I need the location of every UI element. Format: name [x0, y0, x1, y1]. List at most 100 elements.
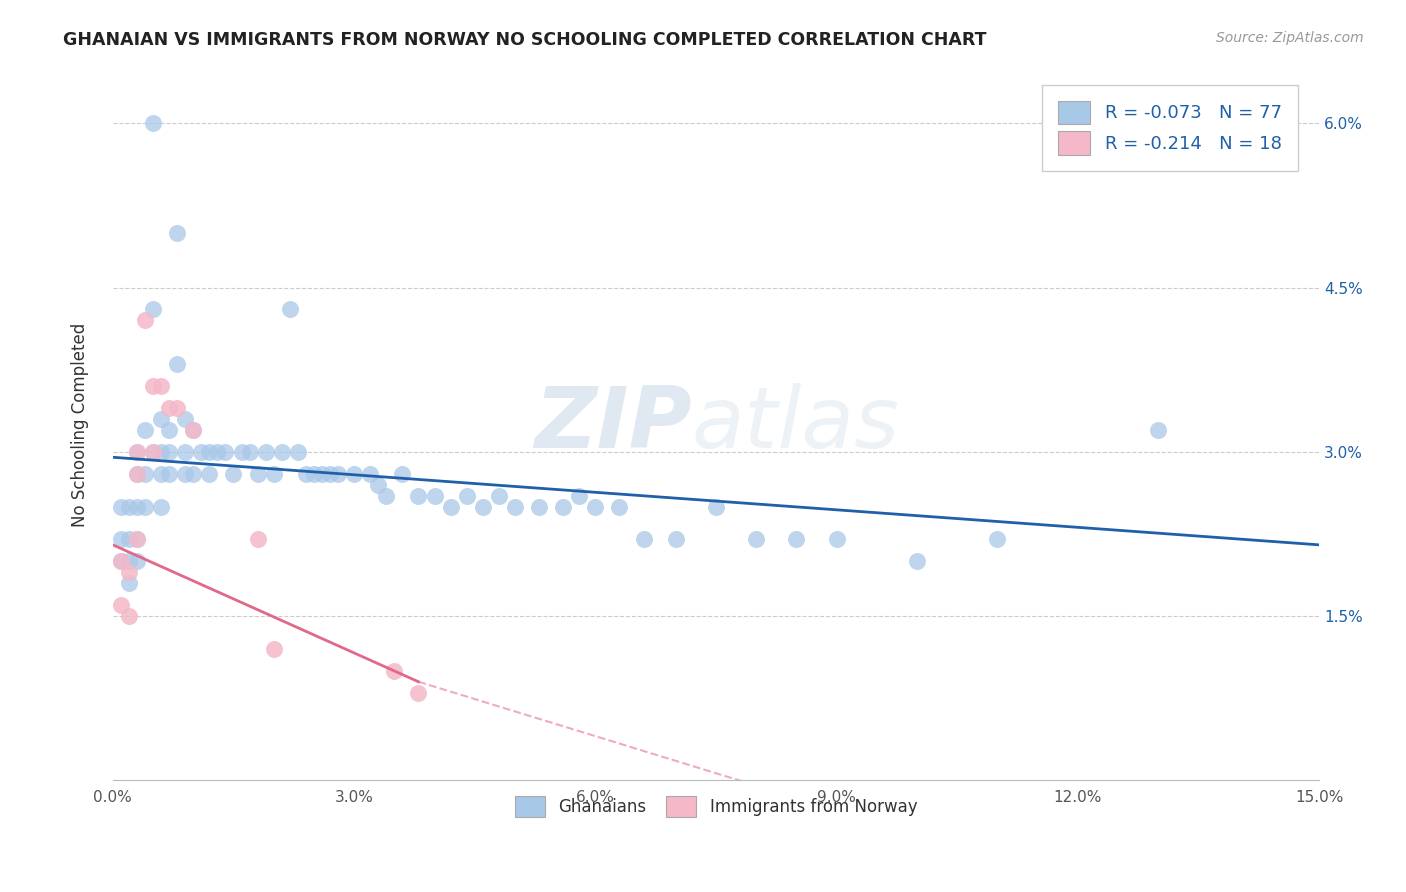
Point	[326, 467, 349, 481]
Point	[125, 500, 148, 514]
Text: Source: ZipAtlas.com: Source: ZipAtlas.com	[1216, 31, 1364, 45]
Point	[745, 533, 768, 547]
Point	[166, 226, 188, 240]
Point	[568, 489, 591, 503]
Point	[118, 500, 141, 514]
Legend: Ghanaians, Immigrants from Norway: Ghanaians, Immigrants from Norway	[506, 788, 925, 825]
Point	[270, 444, 292, 458]
Point	[382, 664, 405, 678]
Point	[110, 554, 132, 568]
Point	[142, 444, 165, 458]
Point	[609, 500, 631, 514]
Point	[125, 533, 148, 547]
Point	[471, 500, 494, 514]
Point	[439, 500, 461, 514]
Point	[246, 533, 269, 547]
Point	[110, 500, 132, 514]
Text: atlas: atlas	[692, 383, 900, 466]
Point	[231, 444, 253, 458]
Point	[503, 500, 526, 514]
Point	[125, 467, 148, 481]
Point	[166, 357, 188, 371]
Point	[311, 467, 333, 481]
Point	[986, 533, 1008, 547]
Point	[319, 467, 342, 481]
Point	[359, 467, 381, 481]
Point	[134, 313, 156, 327]
Point	[181, 423, 204, 437]
Point	[134, 467, 156, 481]
Point	[198, 444, 221, 458]
Point	[150, 444, 173, 458]
Point	[142, 302, 165, 317]
Point	[704, 500, 727, 514]
Point	[254, 444, 277, 458]
Point	[214, 444, 236, 458]
Point	[263, 467, 285, 481]
Point	[174, 412, 197, 426]
Point	[408, 489, 430, 503]
Point	[125, 554, 148, 568]
Point	[263, 641, 285, 656]
Point	[391, 467, 413, 481]
Point	[633, 533, 655, 547]
Point	[905, 554, 928, 568]
Point	[456, 489, 478, 503]
Point	[110, 533, 132, 547]
Point	[157, 467, 180, 481]
Point	[408, 686, 430, 700]
Point	[207, 444, 229, 458]
Point	[287, 444, 309, 458]
Point	[181, 467, 204, 481]
Point	[174, 444, 197, 458]
Point	[125, 533, 148, 547]
Point	[118, 566, 141, 580]
Point	[367, 477, 389, 491]
Point	[125, 444, 148, 458]
Point	[527, 500, 550, 514]
Point	[423, 489, 446, 503]
Point	[181, 423, 204, 437]
Y-axis label: No Schooling Completed: No Schooling Completed	[72, 322, 89, 526]
Point	[110, 598, 132, 612]
Point	[278, 302, 301, 317]
Point	[174, 467, 197, 481]
Point	[134, 500, 156, 514]
Point	[150, 467, 173, 481]
Point	[125, 444, 148, 458]
Point	[222, 467, 245, 481]
Point	[1147, 423, 1170, 437]
Point	[785, 533, 807, 547]
Point	[150, 412, 173, 426]
Point	[142, 116, 165, 130]
Point	[134, 423, 156, 437]
Text: GHANAIAN VS IMMIGRANTS FROM NORWAY NO SCHOOLING COMPLETED CORRELATION CHART: GHANAIAN VS IMMIGRANTS FROM NORWAY NO SC…	[63, 31, 987, 49]
Text: ZIP: ZIP	[534, 383, 692, 466]
Point	[118, 609, 141, 624]
Point	[302, 467, 325, 481]
Point	[190, 444, 212, 458]
Point	[150, 379, 173, 393]
Point	[665, 533, 688, 547]
Point	[295, 467, 318, 481]
Point	[125, 467, 148, 481]
Point	[238, 444, 260, 458]
Point	[583, 500, 606, 514]
Point	[488, 489, 510, 503]
Point	[825, 533, 848, 547]
Point	[118, 554, 141, 568]
Point	[157, 444, 180, 458]
Point	[142, 444, 165, 458]
Point	[553, 500, 575, 514]
Point	[246, 467, 269, 481]
Point	[157, 401, 180, 415]
Point	[166, 401, 188, 415]
Point	[118, 533, 141, 547]
Point	[110, 554, 132, 568]
Point	[157, 423, 180, 437]
Point	[375, 489, 398, 503]
Point	[142, 379, 165, 393]
Point	[150, 500, 173, 514]
Point	[198, 467, 221, 481]
Point	[343, 467, 366, 481]
